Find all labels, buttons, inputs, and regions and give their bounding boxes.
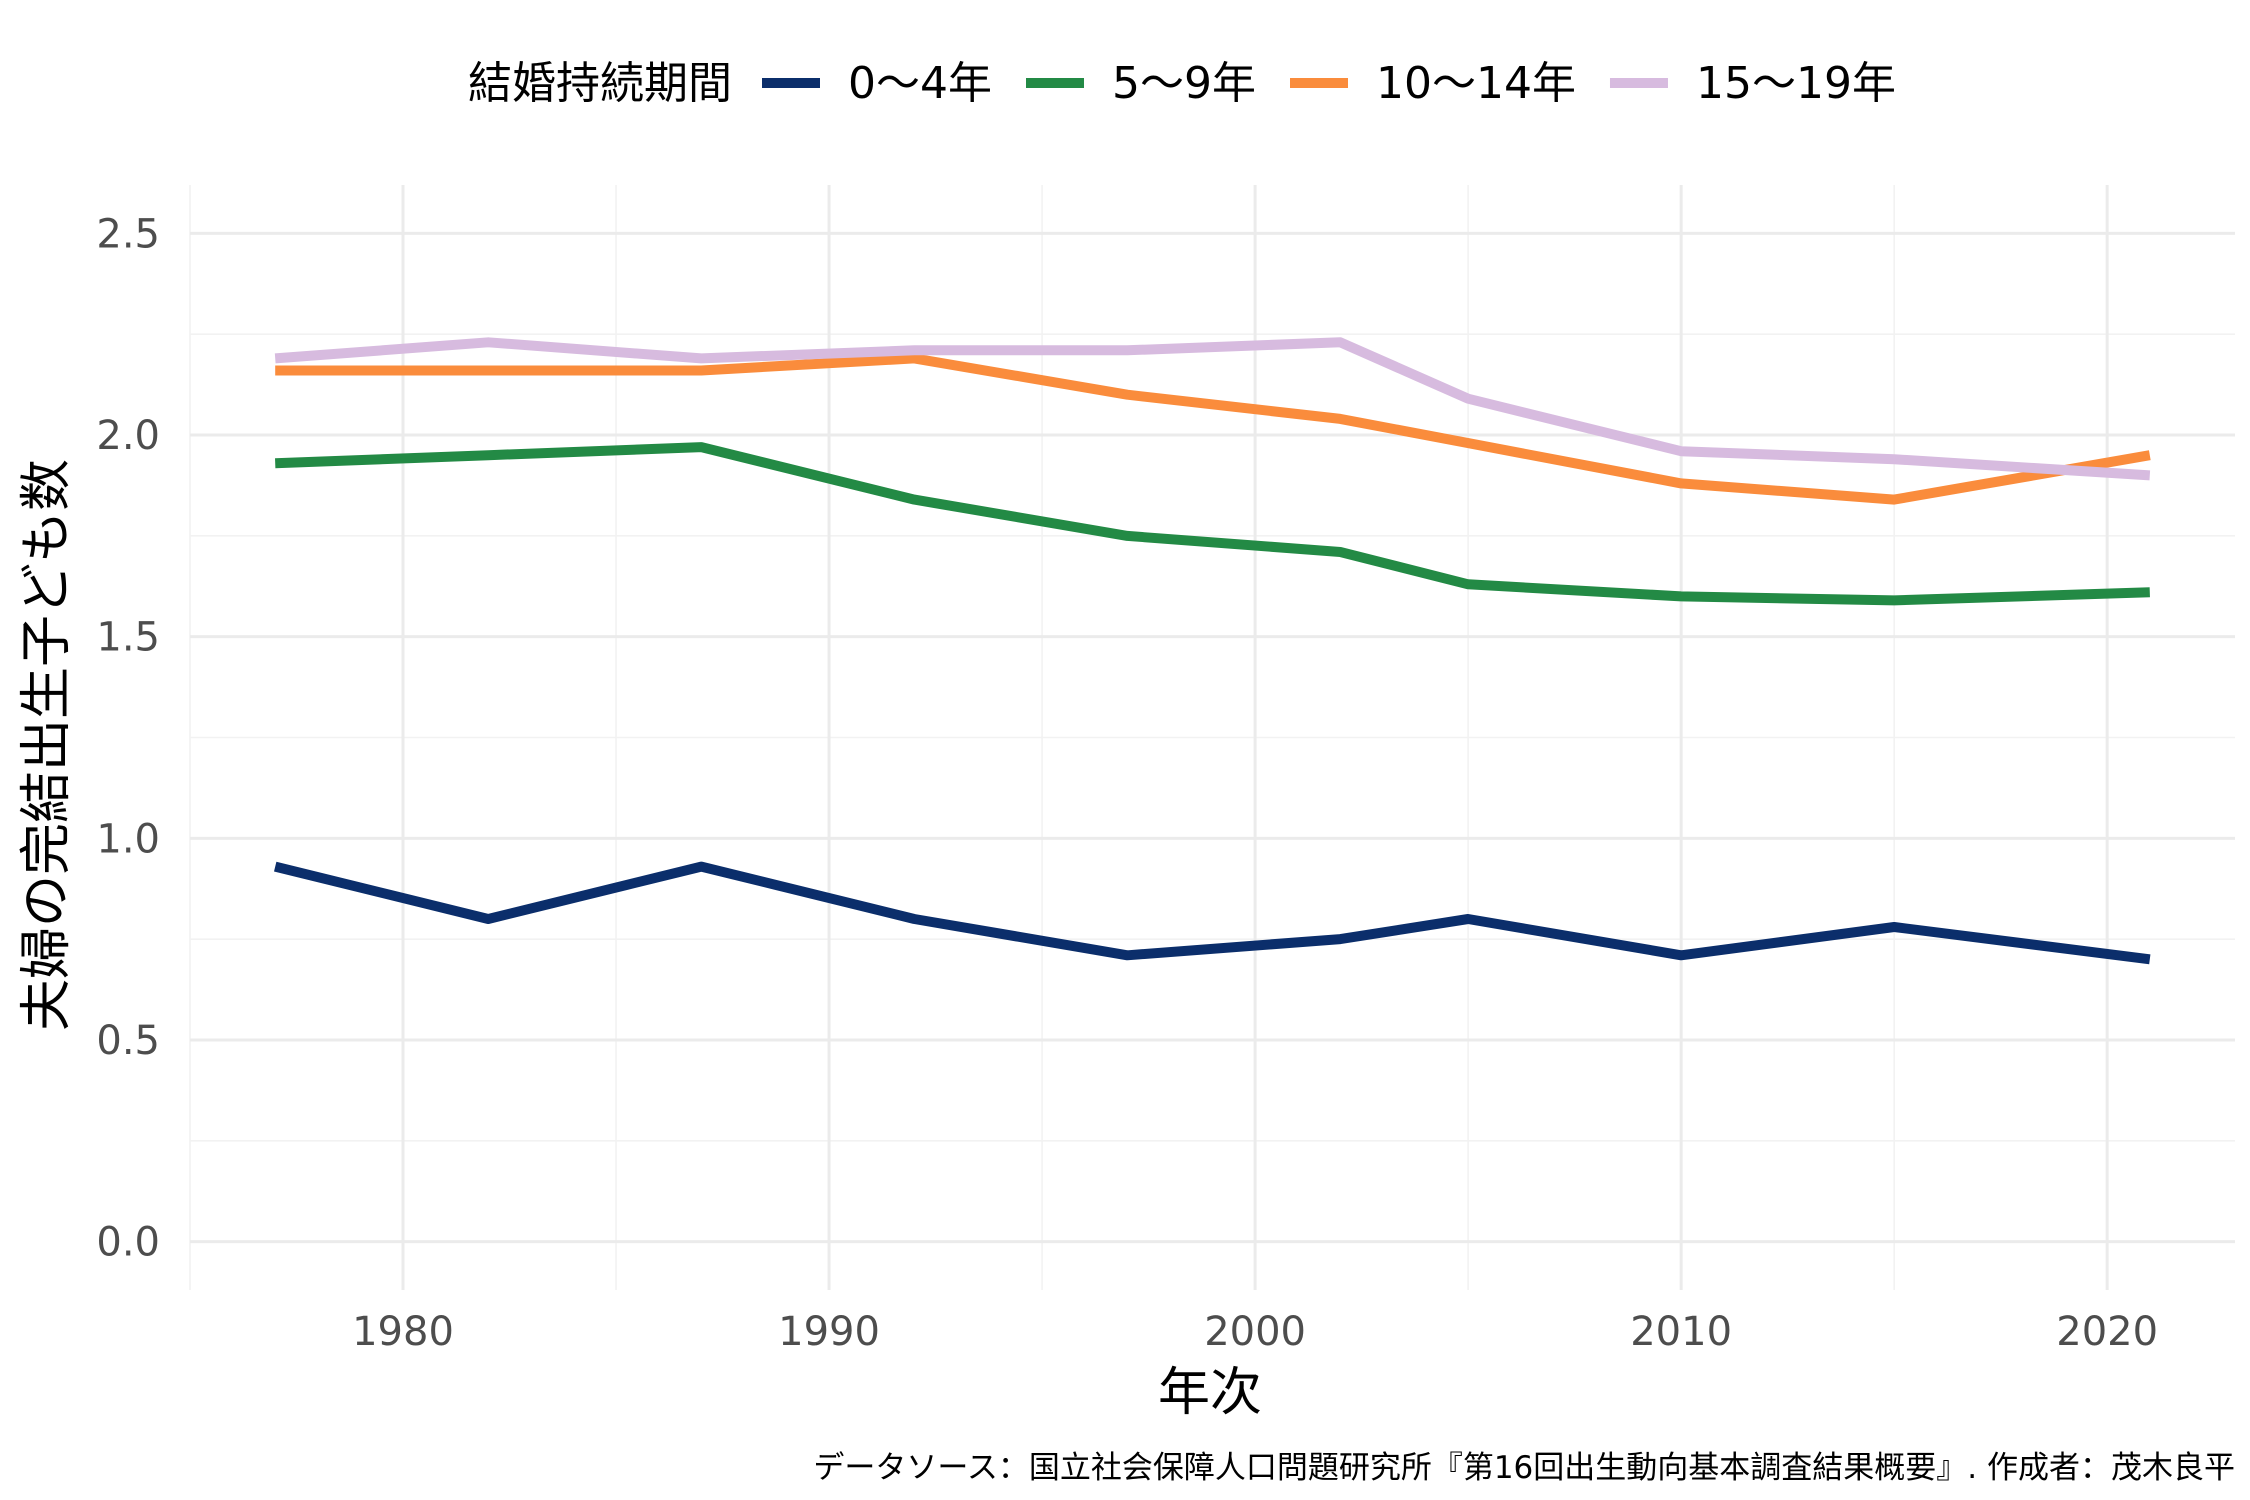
y-tick-labels: 0.0 0.5 1.0 1.5 2.0 2.5	[96, 211, 160, 1265]
series-line-2	[275, 353, 2151, 505]
legend-label-0: 0〜4年	[848, 58, 992, 109]
legend-label-3: 15〜19年	[1696, 58, 1896, 109]
y-tick-label-0: 0.0	[96, 1220, 160, 1266]
x-tick-label-0: 1980	[352, 1309, 454, 1355]
legend-label-1: 5〜9年	[1112, 58, 1256, 109]
x-tick-label-1: 1990	[778, 1309, 880, 1355]
y-tick-label-4: 2.0	[96, 413, 160, 459]
series-line-0	[274, 861, 2151, 965]
series-line-1	[275, 442, 2150, 606]
y-tick-label-3: 1.5	[96, 615, 160, 661]
x-tick-label-3: 2010	[1630, 1309, 1732, 1355]
series-lines	[274, 337, 2151, 965]
y-axis-title: 夫婦の完結出生子ども数	[17, 459, 77, 1031]
x-tick-labels: 1980 1990 2000 2010 2020	[352, 1309, 2158, 1355]
y-tick-label-2: 1.0	[96, 816, 160, 862]
series-line-3	[274, 337, 2151, 481]
legend-title: 結婚持続期間	[468, 58, 732, 109]
y-tick-label-1: 0.5	[96, 1018, 160, 1064]
legend-label-2: 10〜14年	[1376, 58, 1576, 109]
y-tick-label-5: 2.5	[96, 211, 160, 257]
caption: データソース：国立社会保障人口問題研究所『第16回出生動向基本調査結果概要』. …	[813, 1450, 2235, 1486]
x-tick-label-4: 2020	[2056, 1309, 2158, 1355]
x-axis-title: 年次	[1158, 1363, 1262, 1423]
x-tick-label-2: 2000	[1204, 1309, 1306, 1355]
legend: 結婚持続期間 0〜4年 5〜9年 10〜14年 15〜19年	[468, 58, 1896, 109]
